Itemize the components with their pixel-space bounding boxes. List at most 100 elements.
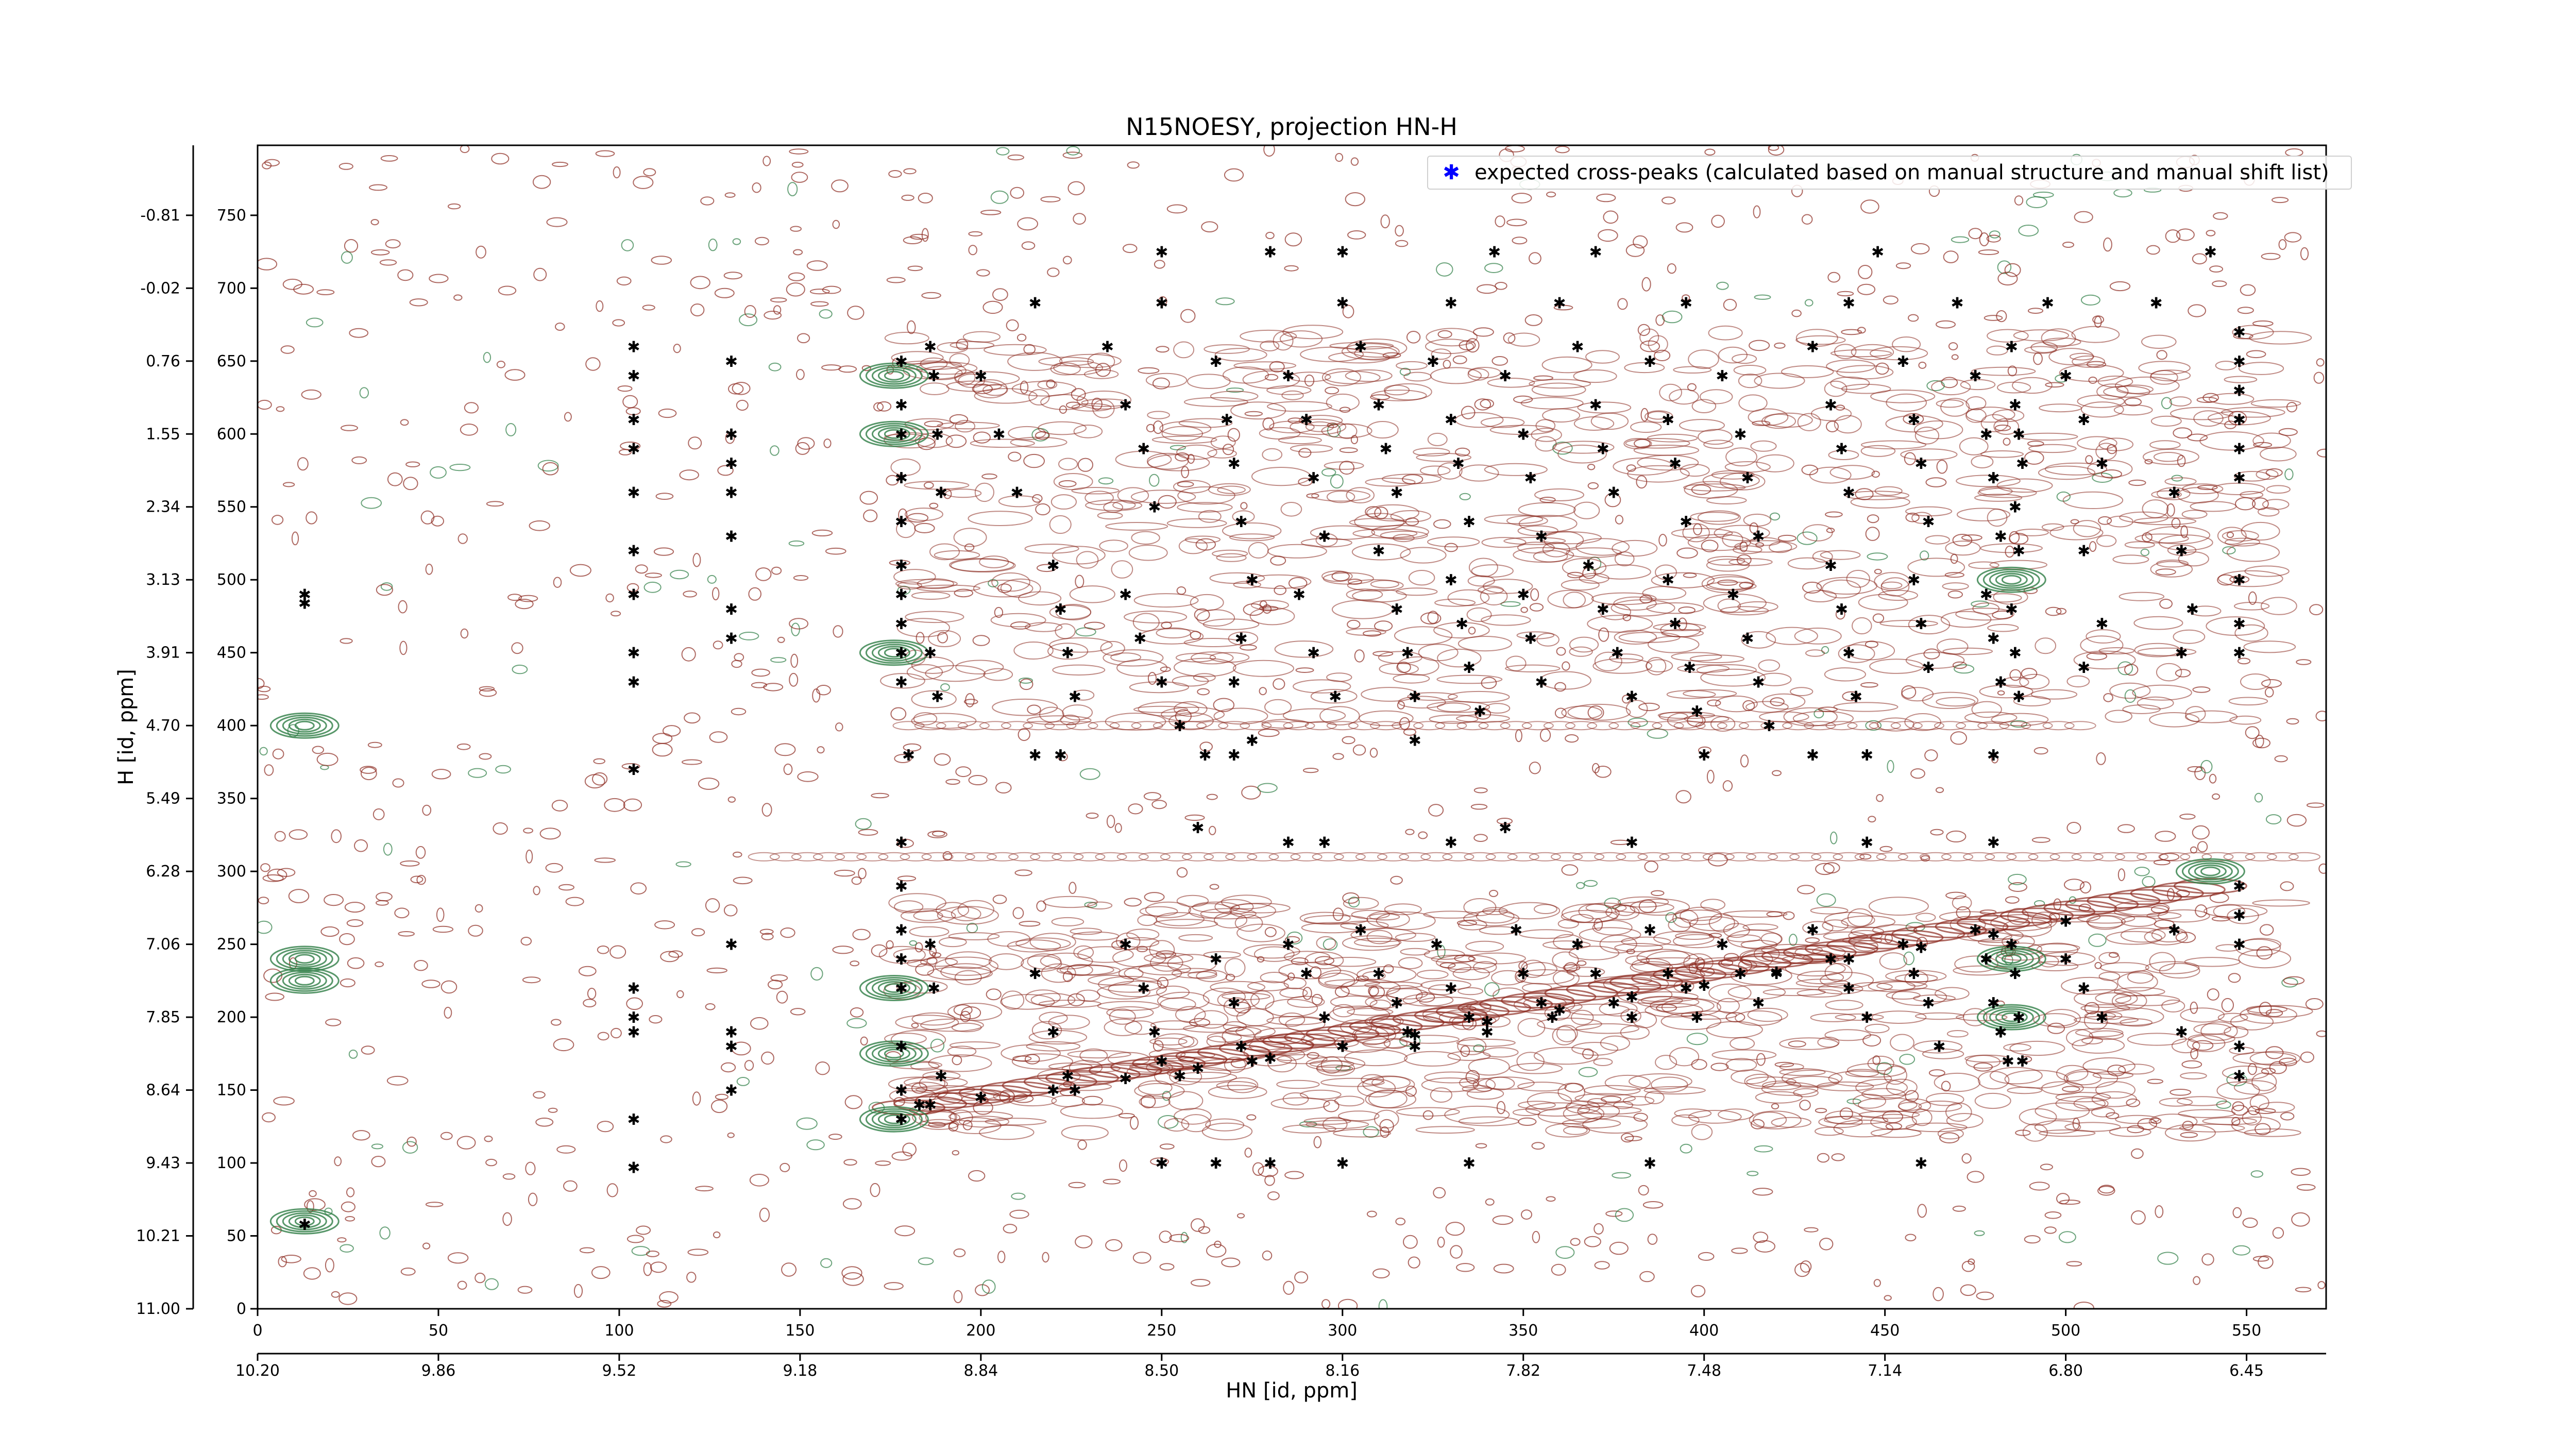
noise-contour [545,863,563,873]
cross-peak-point: ✱ [935,1067,947,1085]
signal-contour [1397,656,1439,676]
noise-contour [259,747,268,756]
noise-contour [727,796,736,803]
signal-contour [1378,651,1422,664]
noise-contour [2278,239,2287,250]
noise-contour [1264,1175,1275,1186]
signal-contour [1342,935,1400,951]
signal-contour [1643,1086,1706,1095]
signal-contour [1472,1078,1496,1092]
noise-contour [1144,892,1165,902]
signal-contour [893,948,936,961]
signal-contour [1956,1013,2008,1021]
noise-contour [723,272,743,280]
cross-peak-point: ✱ [1047,557,1060,575]
signal-contour [1666,969,1705,980]
signal-contour [1310,689,1358,704]
signal-contour [1444,1105,1510,1124]
signal-contour [1647,433,1698,443]
signal-contour [1324,979,1380,987]
noise-contour [894,754,912,763]
water-line-contour [1637,852,1670,862]
noise-contour [771,566,782,575]
water-line-contour [1377,852,1409,862]
noise-contour [789,148,809,155]
noise-contour [1997,690,2005,696]
signal-contour [1758,659,1781,672]
noise-contour [1641,277,1651,292]
noise-contour [1206,1243,1227,1258]
noise-contour [1825,511,1843,518]
noise-contour [359,387,369,399]
signal-contour [889,1088,937,1104]
signal-contour [1620,1025,1650,1040]
signal-contour [1364,981,1423,989]
signal-contour [1039,1011,1068,1025]
signal-contour [1425,339,1474,355]
signal-contour [2038,465,2096,480]
cross-peak-point: ✱ [725,601,738,619]
signal-contour [1522,983,1552,993]
signal-contour [1229,903,1276,919]
noise-contour [2045,606,2062,616]
cross-peak-point: ✱ [1553,1002,1566,1020]
cross-peak-point: ✱ [1907,411,1920,429]
signal-contour [1173,1072,1238,1083]
noise-contour [1556,647,1566,656]
negative-contour [288,952,321,966]
noise-contour [1817,1153,1829,1163]
signal-contour [1105,522,1168,531]
noise-contour [2007,365,2018,377]
noise-contour [1452,355,1467,364]
noise-contour [1520,606,1528,613]
noise-contour [2155,831,2176,842]
signal-contour [929,543,960,561]
cross-peak-point: ✱ [1210,353,1223,371]
signal-contour [1487,378,1535,388]
signal-contour [2151,490,2182,499]
signal-contour [1209,652,1250,663]
noise-contour [893,1097,905,1107]
signal-contour [1399,1035,1460,1044]
noise-contour [2313,372,2325,384]
signal-contour [1413,447,1450,457]
noise-contour [1406,331,1421,344]
cross-peak-point: ✱ [1625,688,1638,706]
signal-contour [1884,1066,1907,1085]
signal-contour [1214,899,1254,915]
signal-contour [2041,1081,2084,1095]
noise-contour [1209,884,1219,890]
noise-contour [387,472,403,486]
noise-contour [1638,1185,1649,1196]
noise-contour [626,997,643,1010]
signal-contour [1518,502,1576,517]
signal-contour [1706,581,1757,591]
noise-contour [2261,252,2281,260]
signal-contour [1870,390,1936,403]
signal-contour [1574,1093,1636,1104]
signal-contour [1592,658,1653,674]
noise-contour [2296,659,2312,665]
cross-peak-point: ✱ [1210,951,1223,969]
noise-contour [2217,574,2235,586]
signal-contour [1168,712,1214,730]
noise-contour [1578,1067,1598,1077]
noise-contour [1883,295,1899,305]
signal-contour [1980,414,2009,432]
signal-contour [1861,1088,1906,1100]
noise-contour [964,543,975,551]
cross-peak-point: ✱ [1524,630,1537,648]
noise-contour [660,1135,672,1143]
cross-peak-point: ✱ [1987,747,2000,765]
signal-contour [1870,1113,1917,1131]
signal-contour [1688,349,1719,369]
x-ppm-tick-label: 8.16 [1325,1362,1360,1380]
noise-contour [825,547,846,555]
signal-contour [1852,1093,1886,1109]
cross-peak-point: ✱ [1987,469,2000,487]
cross-peak-point: ✱ [1914,455,1927,473]
water-line-contour [1095,852,1127,862]
noise-contour [861,365,871,372]
noise-contour [2131,1148,2144,1159]
signal-contour [2114,987,2165,997]
